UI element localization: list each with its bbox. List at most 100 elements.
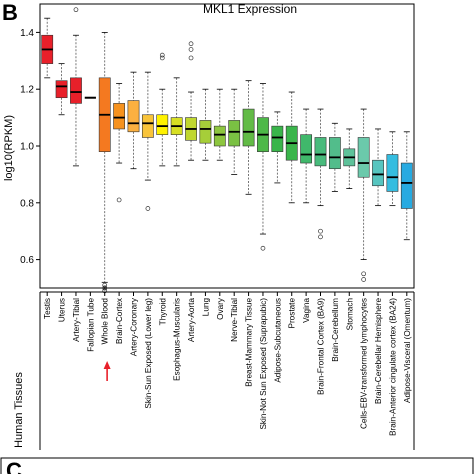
outlier-point <box>159 55 165 61</box>
category-label: Brain-Anterior cingulate cortex (BA24) <box>388 298 397 436</box>
outlier-point <box>73 7 79 13</box>
category-label: Stomach <box>345 298 354 331</box>
category-label: Skin-Not Sun Exposed (Suprapubic) <box>259 298 268 430</box>
outlier-point <box>318 228 323 234</box>
box-8 <box>141 71 154 211</box>
category-panel: Testis Uterus Artery-Tibial Fallopian Tube W… <box>39 291 415 450</box>
y-tick-label: 0.8 <box>20 198 34 209</box>
outlier-point <box>188 41 194 47</box>
y-tick-label: 1.4 <box>20 28 34 39</box>
box-10 <box>170 77 183 167</box>
box-16 <box>257 83 269 251</box>
category-label: Uterus <box>58 298 67 322</box>
row-label: Human Tissues <box>13 372 25 448</box>
outlier-point <box>188 47 194 52</box>
box-iqr <box>70 77 82 104</box>
box-25 <box>386 131 399 207</box>
box-5 <box>98 32 111 294</box>
category-label: Cells-EBV-transformed lymphocytes <box>360 298 369 429</box>
outlier-point <box>159 52 165 58</box>
box-14 <box>228 88 241 175</box>
box-19 <box>300 108 313 204</box>
next-panel-letter: C <box>6 458 22 474</box>
outlier-point <box>361 277 367 282</box>
box-iqr <box>228 120 241 147</box>
box-11 <box>185 41 197 161</box>
y-axis: 0.6 0.8 1.0 1.2 1.4 <box>20 28 40 266</box>
box-iqr <box>357 137 370 178</box>
category-label: Lung <box>201 298 210 317</box>
outlier-point <box>188 55 194 61</box>
box-iqr <box>199 120 212 144</box>
y-axis-label: log10(RPKM) <box>3 115 15 181</box>
box-26 <box>400 131 413 241</box>
box-iqr <box>386 154 399 192</box>
highlight-arrow <box>103 361 111 381</box>
category-label: Adipose-Visceral (Omentum) <box>403 298 412 403</box>
box-iqr <box>300 134 313 164</box>
box-24 <box>372 128 384 207</box>
outlier-point <box>361 271 367 277</box>
arrow-head <box>103 361 111 369</box>
outlier-point <box>116 197 122 203</box>
box-9 <box>156 52 169 167</box>
box-iqr <box>113 103 126 130</box>
box-iqr <box>328 137 341 170</box>
category-label: Brain-Cerebellum <box>331 298 340 362</box>
box-6 <box>113 83 126 203</box>
category-label: Thyroid <box>158 298 167 326</box>
box-3 <box>70 7 82 167</box>
chart-title: MKL1 Expression <box>203 2 297 16</box>
box-series <box>41 7 413 294</box>
category-label: Fallopian Tube <box>86 298 95 352</box>
outlier-point <box>145 206 151 211</box>
box-iqr <box>242 108 255 147</box>
box-iqr <box>271 125 284 152</box>
y-tick-label: 1.2 <box>20 85 34 96</box>
category-label: Prostate <box>288 298 297 329</box>
box-7 <box>127 71 140 170</box>
category-label: Whole Blood <box>101 298 110 345</box>
category-label: Testis <box>43 298 52 319</box>
category-label: Skin-Sun Exposed (Lower leg) <box>144 298 153 409</box>
outlier-point <box>102 285 108 291</box>
category-label: Adipose-Subcutaneous <box>273 298 282 383</box>
category-label: Brain-Cerebellar Hemisphere <box>374 298 383 404</box>
category-label: Brain-Cortex <box>115 298 124 344</box>
outlier-point <box>318 234 323 240</box>
box-iqr <box>156 114 169 135</box>
category-label: Ovary <box>216 297 225 320</box>
box-17 <box>271 111 284 184</box>
box-20 <box>314 108 327 240</box>
category-label: Artery-Coronary <box>130 297 139 356</box>
box-iqr <box>55 80 68 99</box>
box-22 <box>343 128 356 190</box>
box-iqr <box>127 100 140 133</box>
y-tick-label: 0.6 <box>20 255 34 266</box>
box-12 <box>199 88 212 161</box>
outlier-point <box>102 282 108 288</box>
box-15 <box>242 80 255 195</box>
category-label: Breast-Mammary Tissue <box>245 298 254 387</box>
box-2 <box>55 63 68 116</box>
y-tick-label: 1.0 <box>20 142 34 153</box>
category-label: Artery-Tibial <box>72 298 81 342</box>
box-1 <box>41 17 54 79</box>
box-iqr <box>141 114 154 138</box>
box-13 <box>213 88 226 161</box>
box-21 <box>328 122 341 192</box>
outlier-point <box>260 245 266 251</box>
box-23 <box>357 108 370 282</box>
category-label: Nerve-Tibial <box>230 298 239 342</box>
box-18 <box>285 91 298 204</box>
box-iqr <box>372 159 384 187</box>
category-label: Vagina <box>302 298 311 323</box>
next-panel-frame <box>0 457 474 474</box>
category-label: Artery-Aorta <box>187 298 196 343</box>
box-iqr <box>314 137 327 167</box>
box-iqr <box>213 125 226 147</box>
category-label: Brain-Frontal Cortex (BA9) <box>317 298 326 395</box>
panel-letter: B <box>2 0 18 25</box>
box-iqr <box>400 162 413 209</box>
